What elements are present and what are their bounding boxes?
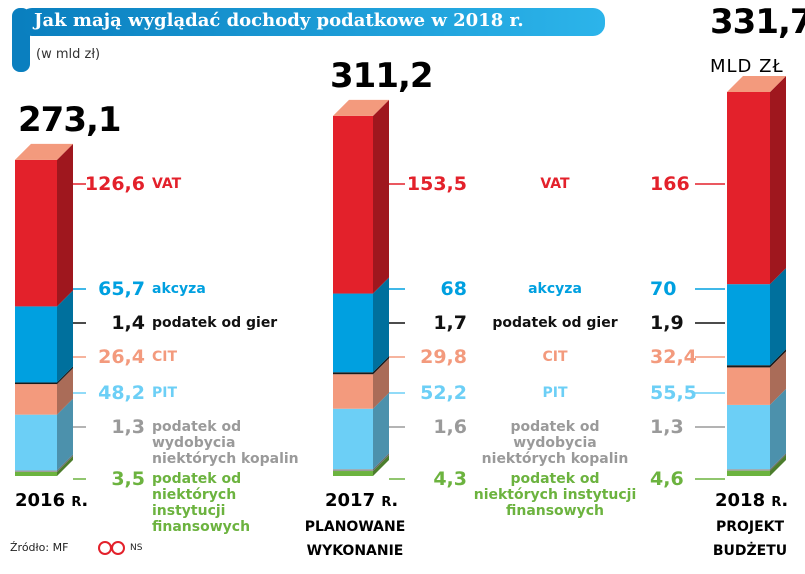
bar-side [770, 349, 786, 368]
bar-segment [727, 284, 770, 366]
value-label: 68 [440, 278, 467, 300]
value-label: 126,6 [84, 173, 145, 195]
value-label: 1,3 [650, 416, 684, 438]
bar-segment [333, 293, 373, 373]
series-label: VAT [470, 176, 640, 192]
bar-segment [727, 367, 770, 405]
category-note: PROJEKT BUDŻETU [712, 519, 788, 559]
value-label: 1,4 [111, 312, 145, 334]
source: Źródło: MF [10, 541, 69, 554]
value-label: 3,5 [111, 468, 145, 490]
bar-side [57, 143, 73, 307]
bar-side [770, 453, 786, 471]
bar-segment [15, 306, 57, 383]
series-label: CIT [470, 349, 640, 365]
value-label: 55,5 [650, 382, 697, 404]
value-label: 166 [650, 173, 690, 195]
category-note: PLANOWANE WYKONANIE [304, 519, 406, 559]
category-label: 2016 r. [15, 490, 89, 511]
bar-side [770, 268, 786, 366]
bar-side [373, 356, 389, 375]
bar-top [333, 99, 389, 116]
bar-side [57, 398, 73, 471]
bar-top [727, 76, 786, 92]
total-label: 273,1 [18, 100, 122, 140]
total-label: 331,7 [710, 2, 805, 42]
value-label: 1,6 [433, 416, 467, 438]
bar-side [770, 388, 786, 470]
bar-side [770, 351, 786, 405]
bar-side [770, 76, 786, 285]
value-label: 32,4 [650, 346, 697, 368]
bar-segment [727, 92, 770, 285]
bar-segment [15, 471, 57, 476]
bar-segment [333, 374, 373, 409]
value-label: 4,3 [433, 468, 467, 490]
bar-side [770, 454, 786, 476]
bar-segment [727, 365, 770, 368]
credit: NS [130, 543, 143, 553]
value-label: 1,9 [650, 312, 684, 334]
value-label: 26,4 [98, 346, 145, 368]
bar-segment [15, 382, 57, 385]
bar-top [15, 143, 73, 160]
bar-segment [727, 470, 770, 476]
category-label: 2018 r. [715, 490, 789, 511]
series-label: podatek od gier [152, 315, 278, 331]
bar-side [373, 453, 389, 472]
value-label: 48,2 [98, 382, 145, 404]
series-label: podatek od niektórych instytucji finanso… [152, 471, 251, 535]
bar-segment [333, 408, 373, 470]
bar-side [57, 454, 73, 472]
value-label: 65,7 [98, 278, 145, 300]
value-label: 1,7 [433, 312, 467, 334]
bar-segment [15, 414, 57, 471]
subtitle: (w mld zł) [36, 47, 101, 62]
bar-side [373, 99, 389, 294]
bar-side [373, 358, 389, 409]
value-label: 153,5 [406, 173, 467, 195]
bar-side [373, 277, 389, 373]
bar-segment [15, 470, 57, 472]
series-label: CIT [152, 349, 178, 365]
bar-segment [15, 384, 57, 415]
total-unit: MLD ZŁ [710, 56, 784, 77]
series-label: akcyza [152, 281, 206, 297]
value-label: 52,2 [420, 382, 467, 404]
bar-segment [727, 404, 770, 470]
bar-side [57, 290, 73, 383]
bar-segment [333, 469, 373, 472]
copyright-icon [111, 541, 125, 555]
series-label: PIT [152, 385, 178, 401]
copyright-icon [98, 541, 112, 555]
bar-segment [333, 471, 373, 476]
bar-side [373, 455, 389, 476]
bar-segment [333, 372, 373, 375]
value-label: 70 [650, 278, 677, 300]
series-label: akcyza [470, 281, 640, 297]
value-label: 4,6 [650, 468, 684, 490]
series-label: podatek od wydobycia niektórych kopalin [470, 419, 640, 467]
value-label: 1,3 [111, 416, 145, 438]
bar-side [373, 392, 389, 470]
series-label: podatek od niektórych instytucji finanso… [470, 471, 640, 519]
series-label: podatek od gier [470, 315, 640, 331]
bar-side [57, 455, 73, 476]
bar-side [57, 366, 73, 385]
category-label: 2017 r. [325, 490, 399, 511]
title: Jak mają wyglądać dochody podatkowe w 20… [34, 10, 524, 31]
title-bar [20, 8, 605, 36]
value-label: 29,8 [420, 346, 467, 368]
series-label: PIT [470, 385, 640, 401]
bar-side [57, 368, 73, 415]
bar-segment [727, 469, 770, 471]
bar-segment [333, 115, 373, 294]
series-label: VAT [152, 176, 182, 192]
bar-segment [15, 159, 57, 307]
series-label: podatek od wydobycia niektórych kopalin [152, 419, 299, 467]
total-label: 311,2 [330, 56, 434, 96]
